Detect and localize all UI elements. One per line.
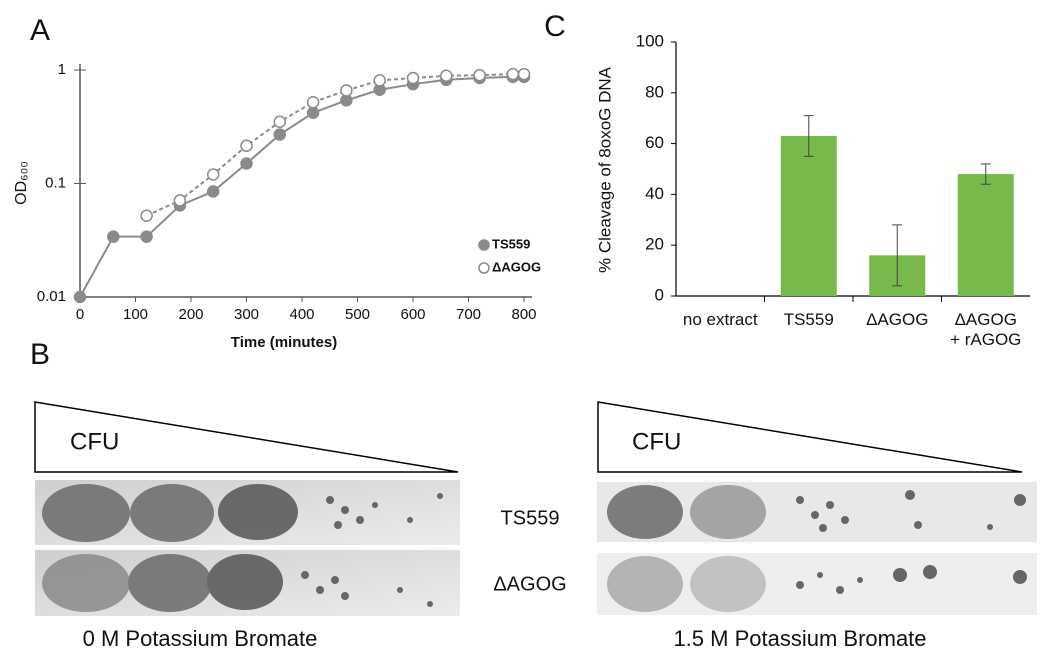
y-tick-label: 0.01 [37, 288, 66, 305]
data-point [473, 68, 486, 82]
cfu-label: CFU [632, 428, 681, 455]
y-axis-label: % Cleavage of 8oxoG DNA [595, 66, 614, 273]
data-point [206, 168, 220, 181]
y-tick-label: 100 [636, 31, 664, 50]
x-tick-label: 100 [123, 306, 148, 323]
x-tick-label: 0 [76, 306, 84, 323]
x-tick-label: 200 [178, 306, 203, 323]
x-axis-label: Time (minutes) [231, 334, 337, 351]
x-tick-label: 700 [456, 306, 481, 323]
x-tick-label: 500 [345, 306, 370, 323]
data-point [240, 157, 253, 170]
y-tick-label: 80 [645, 82, 664, 101]
data-point [273, 128, 287, 141]
data-point [306, 106, 320, 120]
x-tick-label: ΔAGOG + rAGOG [950, 310, 1022, 349]
data-point [506, 67, 520, 81]
data-point [107, 230, 120, 243]
legend-marker [478, 262, 490, 274]
plates [34, 401, 1037, 616]
data-point [206, 185, 220, 198]
x-tick-label: 300 [234, 306, 259, 323]
x-tick-label: ΔAGOG [866, 310, 929, 329]
data-point [173, 194, 187, 207]
data-point [140, 209, 153, 222]
y-tick-label: 0.1 [45, 174, 66, 191]
data-point [240, 139, 253, 153]
legend-label: ΔAGOG [492, 259, 541, 274]
data-point [517, 67, 531, 81]
data-point [140, 230, 153, 243]
dilution-triangle [34, 401, 459, 473]
data-point [73, 290, 87, 304]
bar [957, 174, 1014, 296]
y-tick-label: 60 [645, 133, 664, 152]
bar [780, 135, 837, 296]
legend-marker [478, 239, 490, 251]
strain-label: ΔAGOG [493, 573, 566, 595]
x-tick-label: TS559 [783, 310, 834, 329]
y-axis-label: OD₆₀₀ [13, 161, 30, 205]
cfu-label: CFU [70, 428, 119, 455]
x-tick-label: 400 [289, 306, 314, 323]
data-point [306, 95, 320, 109]
x-tick-label: no extract [682, 310, 758, 329]
data-point [440, 69, 453, 82]
y-tick-label: 20 [645, 235, 664, 254]
data-point [373, 74, 386, 87]
data-point [340, 84, 353, 97]
series-line [146, 73, 524, 217]
condition-label: 1.5 M Potassium Bromate [673, 626, 926, 651]
y-tick-label: 40 [645, 184, 664, 203]
x-tick-label: 600 [400, 306, 425, 323]
strain-label: TS559 [501, 507, 560, 529]
legend-label: TS559 [492, 236, 530, 251]
y-tick-label: 1 [58, 61, 66, 78]
data-point [406, 71, 420, 85]
dilution-triangle [597, 401, 1023, 473]
panel-label: B [30, 338, 50, 371]
panel-label: A [30, 14, 50, 47]
y-tick-label: 0 [655, 285, 664, 304]
x-tick-label: 800 [511, 306, 536, 323]
data-point [273, 115, 287, 128]
panel-label: C [544, 10, 566, 43]
condition-label: 0 M Potassium Bromate [83, 626, 318, 651]
